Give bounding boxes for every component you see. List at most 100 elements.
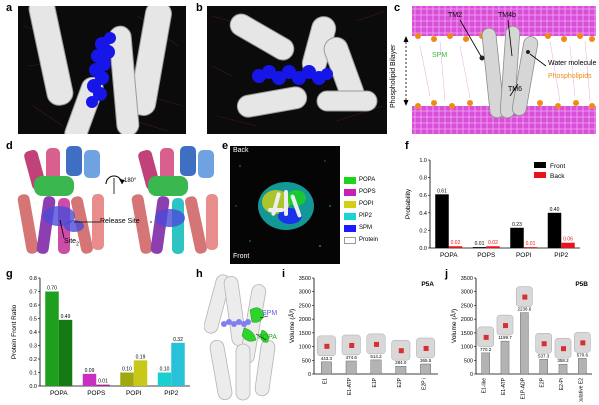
release-site-label: Release Site — [100, 218, 140, 225]
x-tick-label: PIP2 — [554, 252, 568, 259]
y-tick-label: 2000 — [299, 317, 311, 323]
panel-label-c: c — [394, 2, 401, 14]
bar — [345, 360, 357, 375]
legend-label: POPA — [359, 177, 376, 183]
cavity-marker — [398, 348, 404, 354]
water-molecule-label: Water molecule — [548, 60, 597, 67]
panel-a-image — [18, 6, 186, 134]
panel-b-image — [207, 6, 387, 134]
cavity-marker — [561, 346, 566, 352]
legend-swatch — [344, 200, 356, 208]
phospholipids-label: Phospholipids — [548, 73, 592, 80]
cavity-marker — [423, 345, 429, 351]
protein-thumbnail — [391, 340, 411, 361]
site2-subscript: 2 — [76, 241, 79, 248]
x-tick-label: E1-like — [482, 378, 488, 394]
panel-h-image — [204, 270, 282, 402]
bar — [486, 246, 500, 248]
bar-value-label: 0.06 — [563, 237, 573, 243]
bar-value-label: 0.32 — [173, 337, 183, 343]
legend-swatch — [534, 162, 546, 168]
y-tick-label: 3500 — [461, 276, 473, 282]
bar-value-label: 0.10 — [160, 367, 170, 373]
bar — [435, 194, 449, 248]
y-tick-label: 0.5 — [29, 317, 37, 323]
bar-value-label: 514.2 — [370, 354, 382, 359]
panel-i-chart: 0 500 1000 1500 2000 2500 3000 3500 Volume (Å³) 4… — [287, 276, 438, 395]
cavity-marker — [483, 334, 489, 340]
tm4b-label: TM4b — [498, 12, 516, 19]
protein-thumbnail — [574, 332, 591, 353]
bar — [82, 373, 97, 386]
y-tick-label: 3000 — [461, 290, 473, 296]
y-tick-label: 2000 — [461, 317, 473, 323]
y-tick-label: 0.2 — [29, 357, 37, 363]
y-tick-label: 1500 — [461, 331, 473, 337]
spm-label: SPM — [432, 52, 448, 59]
panel-tag: P5B — [575, 281, 588, 288]
bar — [448, 246, 463, 248]
bar-value-label: 284.0 — [395, 360, 407, 365]
x-tick-label: E1-ATP — [501, 377, 507, 395]
bar-value-label: 537.3 — [538, 353, 550, 358]
h-popa-label: POPA — [258, 334, 277, 341]
y-tick-label: 2500 — [461, 303, 473, 309]
y-tick-label: 0.6 — [29, 303, 37, 309]
panel-label-e: e — [222, 140, 229, 152]
bar — [370, 359, 382, 375]
y-tick-label: 0.0 — [29, 384, 37, 390]
y-tick-label: 3500 — [299, 276, 311, 282]
bar-value-label: 0.49 — [61, 314, 71, 320]
bar — [420, 363, 432, 375]
x-tick-label: putative E2 — [578, 378, 584, 402]
bar-value-label: 0.02 — [451, 240, 461, 246]
bar — [539, 359, 548, 375]
y-tick-label: 0.2 — [419, 228, 427, 234]
panel-label-a: a — [6, 2, 13, 14]
x-tick-label: POPI — [126, 390, 142, 397]
y-tick-label: 1500 — [299, 331, 311, 337]
y-tick-label: 0 — [470, 372, 473, 378]
bar-value-label: 0.19 — [136, 354, 146, 360]
legend-pip2: PIP2 — [344, 210, 394, 222]
h-spm-label: SPM — [262, 310, 278, 317]
x-tick-label: E2P — [397, 377, 403, 387]
legend-label: Back — [550, 173, 565, 180]
panel-f-chart: 0.0 0.2 0.4 0.6 0.8 1.0 Probability 0.61 0.02 POP… — [405, 158, 580, 259]
x-tick-label: E2P i — [422, 378, 428, 390]
panel-label-g: g — [6, 268, 13, 280]
panel-label-i: i — [282, 268, 286, 280]
bar — [96, 384, 110, 386]
cavity-marker — [503, 323, 508, 329]
y-tick-label: 0 — [308, 372, 311, 378]
legend-protein: Protein — [344, 234, 394, 246]
panel-j-chart: 0 500 1000 1500 2000 2500 3000 3500 Volume (Å³) 7… — [449, 276, 592, 402]
x-tick-label: POPS — [477, 252, 496, 259]
panel-label-j: j — [445, 268, 449, 280]
panel-e-image — [230, 146, 340, 264]
cavity-marker — [324, 343, 330, 349]
site2-text: Site — [64, 238, 77, 245]
legend-swatch — [344, 188, 356, 196]
protein-thumbnail — [496, 314, 514, 336]
protein-thumbnail — [477, 326, 494, 348]
tm2-label: TM2 — [448, 12, 462, 19]
cavity-marker — [522, 294, 528, 300]
bar-value-label: 0.01 — [98, 379, 108, 385]
bar — [472, 247, 487, 248]
legend-label: Front — [550, 163, 565, 170]
site2-label: Site2 — [64, 238, 79, 247]
legend-swatch — [344, 236, 356, 244]
bar-value-label: 0.09 — [85, 368, 95, 374]
y-tick-label: 0.0 — [419, 246, 427, 252]
bar — [133, 360, 148, 386]
y-axis-label: Probability — [405, 188, 412, 219]
bar — [523, 247, 538, 248]
bar — [558, 363, 568, 375]
bar-value-label: 570.6 — [577, 352, 589, 357]
bar-value-label: 0.40 — [550, 207, 560, 213]
front-label: Front — [233, 253, 250, 260]
panel-c-image — [403, 6, 596, 134]
legend-swatch — [344, 224, 356, 232]
bar-value-label: 0.10 — [122, 367, 132, 373]
